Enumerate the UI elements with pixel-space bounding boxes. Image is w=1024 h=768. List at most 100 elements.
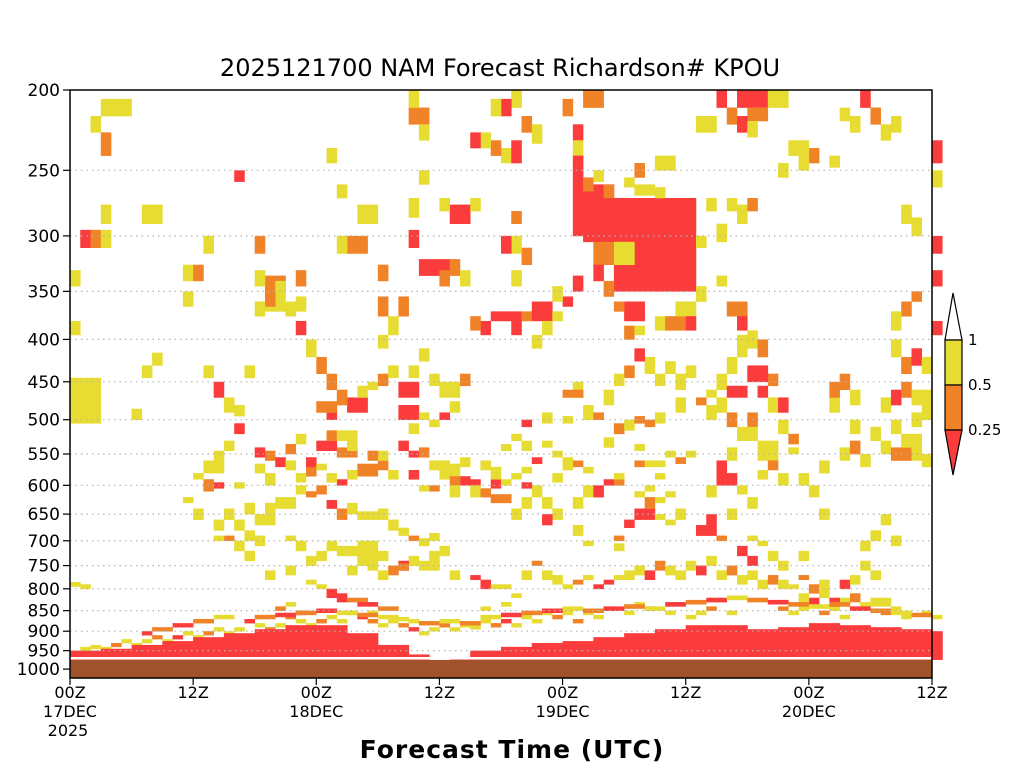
- ri-cell: [459, 476, 471, 486]
- ri-cell: [429, 627, 440, 632]
- ri-cell: [737, 426, 758, 441]
- ri-cell: [849, 575, 861, 585]
- ri-cell: [501, 479, 512, 486]
- ri-cell: [213, 614, 235, 620]
- ri-cell: [295, 296, 307, 312]
- ri-cell: [398, 296, 409, 317]
- ri-cell: [531, 334, 543, 349]
- ri-cell: [757, 385, 769, 398]
- ri-cell: [357, 385, 368, 398]
- legend-label-1: 1: [968, 331, 978, 349]
- ri-cell: [490, 584, 512, 590]
- ri-cell: [459, 621, 481, 626]
- ri-cell: [901, 204, 912, 224]
- ri-cell: [562, 98, 574, 117]
- ri-cell: [911, 447, 923, 461]
- ri-cell: [347, 397, 368, 413]
- ri-cell: [716, 460, 728, 474]
- ri-cell: [644, 497, 656, 509]
- ri-cell: [377, 296, 389, 317]
- ri-cell: [336, 184, 348, 199]
- ri-cell: [665, 565, 676, 576]
- ri-cell: [295, 540, 307, 552]
- ri-cell: [336, 479, 348, 486]
- y-tick-label: 700: [28, 532, 60, 552]
- y-tick-label: 550: [28, 445, 60, 465]
- ri-cell: [798, 473, 810, 486]
- ri-cell: [285, 444, 297, 455]
- ri-cell: [603, 389, 615, 406]
- ri-cell: [839, 373, 851, 391]
- ri-cell: [613, 423, 625, 435]
- ri-cell: [111, 643, 122, 648]
- ri-cell: [357, 463, 379, 477]
- ri-cell: [552, 614, 563, 620]
- ri-cell: [388, 469, 399, 480]
- ri-cell: [408, 535, 420, 542]
- ri-cell: [624, 604, 645, 609]
- ri-cell: [275, 612, 297, 618]
- ri-cell: [254, 270, 266, 287]
- ri-cell: [70, 377, 102, 424]
- ri-cell: [932, 235, 943, 254]
- surface-cell: [162, 641, 194, 660]
- ri-cell: [819, 610, 830, 616]
- surface-cell: [562, 641, 594, 660]
- ri-cell: [593, 412, 604, 421]
- ri-cell: [326, 614, 338, 620]
- ri-cell: [511, 235, 522, 254]
- ri-cell: [932, 614, 943, 620]
- ri-cell: [870, 597, 892, 607]
- ri-cell: [706, 597, 728, 603]
- ri-cell: [932, 170, 943, 188]
- ri-cell: [490, 623, 502, 628]
- ri-cell: [439, 545, 450, 557]
- ri-cell: [408, 229, 420, 248]
- ri-cell: [562, 584, 574, 590]
- ri-cell: [767, 550, 779, 562]
- ri-cell: [326, 430, 338, 441]
- ri-cell: [542, 608, 563, 614]
- legend-bin-orange: [944, 384, 963, 431]
- ri-cell: [819, 460, 830, 474]
- ri-cell: [316, 356, 327, 375]
- ri-cell: [726, 356, 738, 375]
- surface-layer: [70, 623, 943, 660]
- ri-cell: [439, 197, 450, 212]
- ri-cell: [100, 98, 132, 117]
- ri-cell: [306, 555, 317, 566]
- ri-cell: [326, 473, 338, 483]
- ri-cell: [829, 602, 851, 607]
- ri-cell: [880, 514, 892, 526]
- ri-cell: [244, 530, 256, 542]
- ri-cell: [316, 619, 327, 624]
- ri-cell: [511, 270, 522, 287]
- ri-cell: [377, 373, 389, 387]
- ri-cell: [295, 619, 307, 624]
- ri-cell: [429, 550, 440, 562]
- ri-cell: [798, 140, 810, 156]
- ri-cell: [613, 301, 625, 312]
- ri-cell: [726, 565, 738, 576]
- ri-cell: [152, 627, 173, 632]
- ri-cell: [285, 535, 297, 542]
- surface-cell: [70, 650, 102, 660]
- ri-cell: [316, 463, 327, 471]
- ri-cell: [264, 450, 276, 461]
- ri-cell: [747, 555, 758, 566]
- ri-cell: [849, 440, 861, 455]
- ri-cell: [747, 365, 769, 383]
- ri-cell: [377, 508, 389, 520]
- ri-cell: [234, 170, 245, 182]
- ri-cell: [562, 389, 584, 398]
- ri-cell: [521, 116, 533, 133]
- ri-cell: [542, 320, 553, 336]
- ri-cell: [295, 485, 307, 495]
- ri-cell: [244, 365, 256, 379]
- y-tick-label: 300: [28, 227, 60, 247]
- ri-cell: [572, 275, 584, 292]
- ri-cell: [870, 107, 881, 125]
- ri-cell: [593, 485, 604, 498]
- surface-cell: [685, 625, 717, 660]
- ri-cell: [583, 177, 594, 192]
